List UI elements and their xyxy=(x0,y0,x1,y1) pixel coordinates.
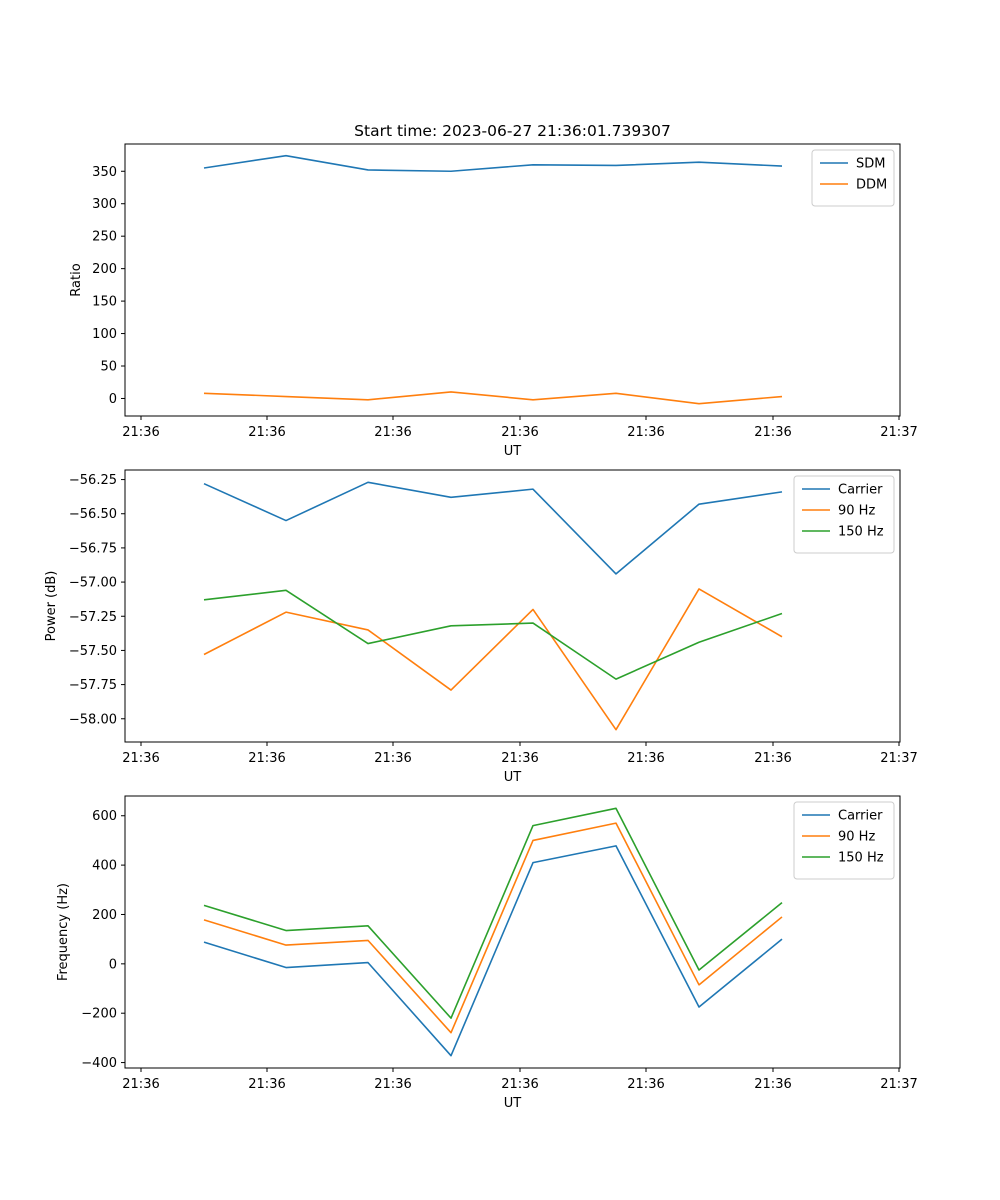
legend-entry: 150 Hz xyxy=(838,525,884,540)
x-tick-label: 21:36 xyxy=(754,425,791,440)
chart-panel-3: 21:36 21:36 21:36 21:36 21:36 21:36 21:37 UT −40… xyxy=(56,795,918,1111)
x-tick-label: 21:36 xyxy=(374,1077,411,1092)
legend: Carrier 90 Hz 150 Hz xyxy=(793,475,895,554)
legend-entry: 90 Hz xyxy=(838,830,875,845)
legend: SDM DDM xyxy=(811,149,895,207)
x-axis-label: UT xyxy=(504,770,522,785)
y-axis-label: Ratio xyxy=(69,263,84,296)
series-line-3 xyxy=(203,589,783,680)
x-axis-label: UT xyxy=(504,444,522,459)
y-tick-label: 50 xyxy=(100,360,117,375)
legend-entry: 150 Hz xyxy=(838,851,884,866)
y-tick-label: −58.00 xyxy=(69,712,117,727)
y-tick-label: 150 xyxy=(92,295,117,310)
legend-box xyxy=(793,475,895,554)
y-tick-label: −400 xyxy=(81,1056,117,1071)
y-tick-label: 400 xyxy=(92,859,117,874)
legend-box xyxy=(811,149,895,207)
x-tick-label: 21:36 xyxy=(248,1077,285,1092)
series-line-3 xyxy=(203,807,783,1019)
series-line-2 xyxy=(203,822,783,1034)
y-tick-label: 200 xyxy=(92,908,117,923)
y-tick-label: −57.75 xyxy=(69,678,117,693)
legend-entry: Carrier xyxy=(838,483,883,498)
legend-box xyxy=(793,801,895,880)
y-tick-label: −200 xyxy=(81,1007,117,1022)
y-tick-label: −56.50 xyxy=(69,507,117,522)
x-tick-label: 21:36 xyxy=(122,425,159,440)
series-line-1 xyxy=(203,845,783,1057)
y-axis-label: Frequency (Hz) xyxy=(56,883,71,981)
y-tick-label: 0 xyxy=(109,957,117,972)
x-tick-label: 21:36 xyxy=(627,1077,664,1092)
y-tick-label: 100 xyxy=(92,327,117,342)
x-tick-label: 21:36 xyxy=(248,751,285,766)
x-tick-label: 21:37 xyxy=(880,425,917,440)
legend-entry: SDM xyxy=(856,157,885,172)
legend-entry: Carrier xyxy=(838,809,883,824)
chart-panel-2: 21:36 21:36 21:36 21:36 21:36 21:36 21:37 UT −58… xyxy=(44,469,918,785)
y-tick-label: −56.25 xyxy=(69,473,117,488)
x-tick-label: 21:36 xyxy=(248,425,285,440)
x-tick-label: 21:36 xyxy=(374,425,411,440)
legend-entry: 90 Hz xyxy=(838,504,875,519)
chart-panel-1: Start time: 2023-06-27 21:36:01.739307 21… xyxy=(69,122,918,459)
x-tick-label: 21:36 xyxy=(627,751,664,766)
x-tick-label: 21:37 xyxy=(880,751,917,766)
x-tick-label: 21:36 xyxy=(122,1077,159,1092)
y-tick-label: 0 xyxy=(109,392,117,407)
series-line-1 xyxy=(203,154,783,173)
y-tick-label: 200 xyxy=(92,262,117,277)
x-tick-label: 21:36 xyxy=(627,425,664,440)
x-tick-label: 21:37 xyxy=(880,1077,917,1092)
x-tick-label: 21:36 xyxy=(374,751,411,766)
y-tick-label: 600 xyxy=(92,809,117,824)
legend: Carrier 90 Hz 150 Hz xyxy=(793,801,895,880)
x-tick-label: 21:36 xyxy=(501,751,538,766)
chart-title: Start time: 2023-06-27 21:36:01.739307 xyxy=(354,122,671,140)
plot-frame xyxy=(124,795,901,1069)
plot-frame xyxy=(124,469,901,743)
x-tick-label: 21:36 xyxy=(501,425,538,440)
series-line-2 xyxy=(203,588,783,731)
series-line-2 xyxy=(203,391,783,405)
x-axis-label: UT xyxy=(504,1096,522,1111)
y-tick-label: −57.25 xyxy=(69,610,117,625)
x-tick-label: 21:36 xyxy=(754,751,791,766)
series-line-1 xyxy=(203,481,783,575)
legend-entry: DDM xyxy=(856,178,887,193)
y-tick-label: −57.00 xyxy=(69,576,117,591)
x-tick-label: 21:36 xyxy=(501,1077,538,1092)
y-axis-label: Power (dB) xyxy=(44,571,59,642)
y-tick-label: 300 xyxy=(92,197,117,212)
y-tick-label: 250 xyxy=(92,230,117,245)
x-tick-label: 21:36 xyxy=(754,1077,791,1092)
y-tick-label: 350 xyxy=(92,165,117,180)
y-tick-label: −56.75 xyxy=(69,541,117,556)
y-tick-label: −57.50 xyxy=(69,644,117,659)
plot-frame xyxy=(124,143,901,417)
x-tick-label: 21:36 xyxy=(122,751,159,766)
